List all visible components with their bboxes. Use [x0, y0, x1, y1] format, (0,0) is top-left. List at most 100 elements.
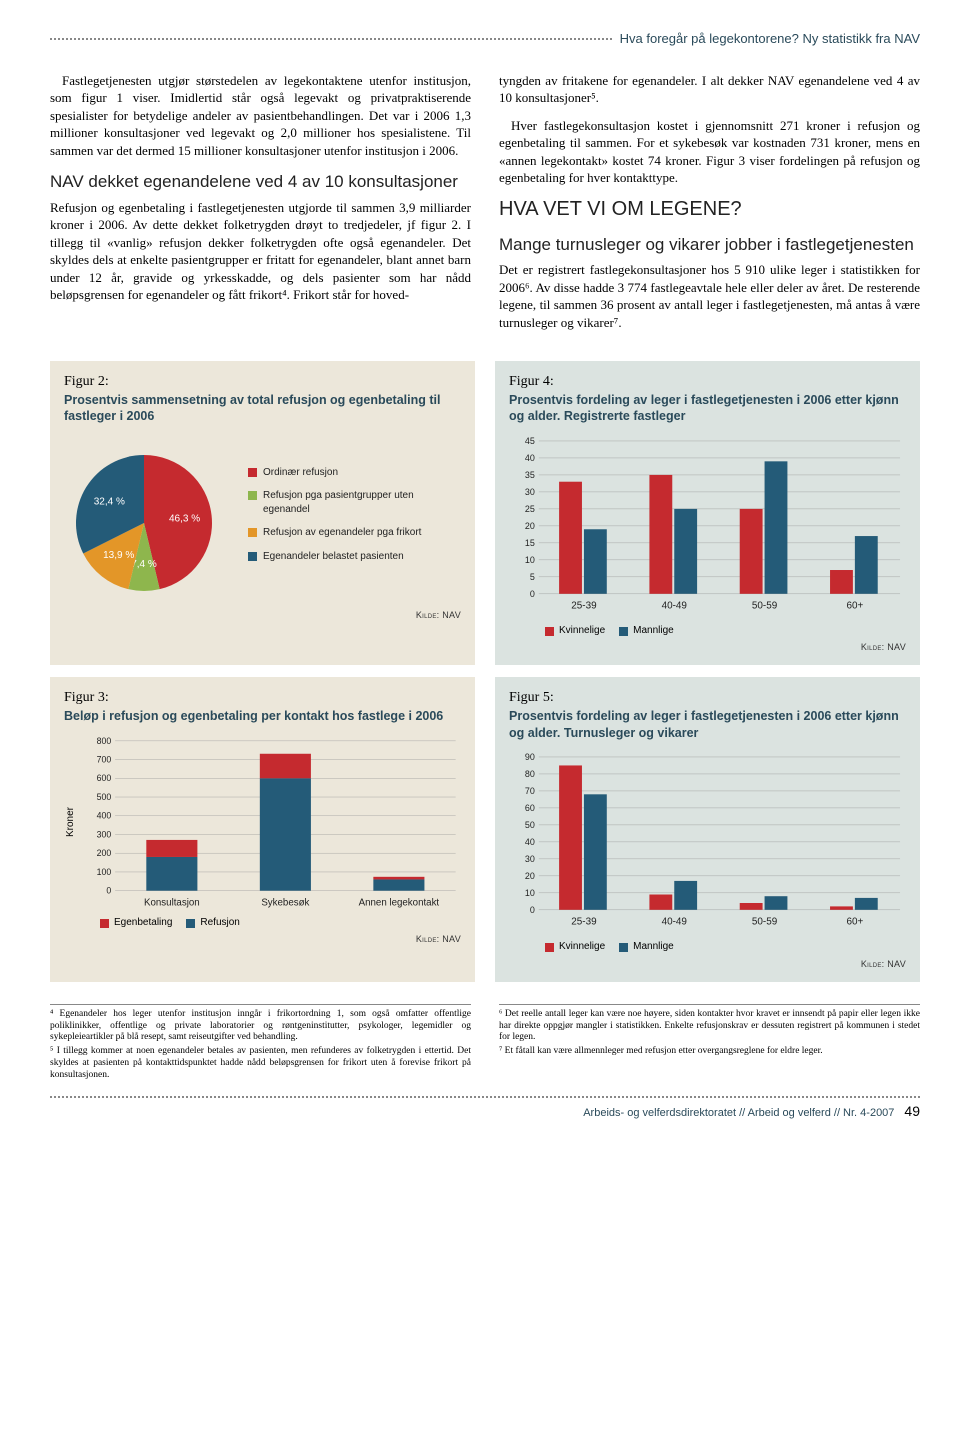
bar — [855, 898, 878, 910]
stacked-bar-chart: 0100200300400500600700800KonsultasjonSyk… — [82, 735, 462, 910]
y-axis-label: Kroner — [64, 807, 78, 837]
svg-text:25: 25 — [525, 504, 535, 514]
svg-text:Konsultasjon: Konsultasjon — [144, 897, 200, 908]
footer-text: Arbeids- og velferdsdirektoratet // Arbe… — [583, 1106, 894, 1121]
legend-swatch — [248, 552, 257, 561]
grouped-bar-chart: 05101520253035404525-3940-4950-5960+ — [509, 435, 906, 614]
body-para: Refusjon og egenbetaling i fastlegetjene… — [50, 199, 471, 304]
svg-text:10: 10 — [525, 888, 535, 898]
svg-text:200: 200 — [96, 848, 111, 858]
svg-text:45: 45 — [525, 436, 535, 446]
svg-text:25-39: 25-39 — [571, 600, 597, 611]
body-columns: Fastlegetjenesten utgjør størstedelen av… — [50, 72, 920, 342]
section-heading: NAV dekket egenandelene ved 4 av 10 kons… — [50, 171, 471, 192]
legend-swatch — [545, 627, 554, 636]
legend-label: Refusjon pga pasientgrupper uten egenand… — [263, 489, 461, 516]
bar — [855, 536, 878, 594]
svg-text:50: 50 — [525, 820, 535, 830]
legend-label: Egenandeler belastet pasienten — [263, 550, 404, 564]
svg-text:100: 100 — [96, 866, 111, 876]
footnote: ⁶ Det reelle antall leger kan være noe h… — [499, 1009, 920, 1045]
legend-item: Egenbetaling — [100, 916, 172, 930]
figure-source: Kilde: NAV — [64, 609, 461, 621]
bar-segment — [373, 879, 424, 890]
body-para: Hver fastlegekonsultasjon kostet i gjenn… — [499, 117, 920, 187]
grouped-bar-chart: 010203040506070809025-3940-4950-5960+ — [509, 751, 906, 930]
svg-text:20: 20 — [525, 520, 535, 530]
svg-text:0: 0 — [106, 885, 111, 895]
legend-label: Refusjon av egenandeler pga frikort — [263, 526, 421, 540]
svg-text:46,3 %: 46,3 % — [169, 513, 200, 524]
left-column: Fastlegetjenesten utgjør størstedelen av… — [50, 72, 471, 342]
bar — [674, 509, 697, 594]
header-title: Hva foregår på legekontorene? Ny statist… — [620, 30, 920, 48]
svg-text:300: 300 — [96, 829, 111, 839]
legend-swatch — [100, 919, 109, 928]
figure-title: Beløp i refusjon og egenbetaling per kon… — [64, 708, 461, 724]
bar-segment — [259, 753, 310, 778]
svg-text:30: 30 — [525, 487, 535, 497]
svg-text:600: 600 — [96, 773, 111, 783]
bar — [559, 765, 582, 909]
svg-text:Sykebesøk: Sykebesøk — [261, 897, 309, 908]
svg-text:60+: 60+ — [846, 917, 863, 928]
page-header: Hva foregår på legekontorene? Ny statist… — [50, 30, 920, 48]
chart-legend: Egenbetaling Refusjon — [100, 916, 461, 930]
figure-label: Figur 4: — [509, 373, 906, 392]
bar-segment — [259, 778, 310, 890]
svg-text:5: 5 — [530, 571, 535, 581]
svg-text:20: 20 — [525, 871, 535, 881]
legend-item: Ordinær refusjon — [248, 466, 461, 480]
legend-item: Refusjon — [186, 916, 239, 930]
figure-grid: Figur 2: Prosentvis sammensetning av tot… — [50, 361, 920, 993]
legend-swatch — [619, 627, 628, 636]
svg-text:0: 0 — [530, 905, 535, 915]
figure-source: Kilde: NAV — [509, 641, 906, 653]
legend-item: Refusjon av egenandeler pga frikort — [248, 526, 461, 540]
legend-swatch — [248, 528, 257, 537]
bar — [740, 903, 763, 910]
legend-label: Egenbetaling — [114, 916, 172, 930]
svg-text:35: 35 — [525, 470, 535, 480]
legend-item: Kvinnelige — [545, 940, 605, 954]
body-para: Det er registrert fastlegekonsultasjoner… — [499, 261, 920, 331]
figure-label: Figur 3: — [64, 689, 461, 708]
legend-label: Mannlige — [633, 940, 674, 954]
svg-text:32,4 %: 32,4 % — [94, 496, 125, 507]
figure-source: Kilde: NAV — [509, 958, 906, 970]
bar — [649, 894, 672, 909]
bar-segment — [146, 857, 197, 891]
bar — [559, 481, 582, 593]
legend-swatch — [248, 468, 257, 477]
legend-label: Ordinær refusjon — [263, 466, 338, 480]
legend-swatch — [186, 919, 195, 928]
bar — [765, 896, 788, 910]
bar — [830, 570, 853, 594]
bar-segment — [146, 840, 197, 857]
svg-text:0: 0 — [530, 588, 535, 598]
bar — [584, 529, 607, 594]
pie-chart: 46,3 %7,4 %13,9 %32,4 % — [64, 435, 234, 605]
bar — [584, 794, 607, 909]
footnotes-left: ⁴ Egenandeler hos leger utenfor institus… — [50, 1004, 471, 1084]
svg-text:700: 700 — [96, 754, 111, 764]
svg-text:70: 70 — [525, 786, 535, 796]
legend-item: Kvinnelige — [545, 624, 605, 638]
legend-item: Mannlige — [619, 940, 674, 954]
figure-title: Prosentvis fordeling av leger i fastlege… — [509, 708, 906, 741]
pie-legend: Ordinær refusjon Refusjon pga pasientgrup… — [248, 466, 461, 574]
bar — [674, 881, 697, 910]
figure-5: Figur 5: Prosentvis fordeling av leger i… — [495, 677, 920, 981]
svg-text:50-59: 50-59 — [752, 917, 778, 928]
svg-text:40: 40 — [525, 837, 535, 847]
svg-text:80: 80 — [525, 769, 535, 779]
section-heading: Mange turnusleger og vikarer jobber i fa… — [499, 234, 920, 255]
figure-4: Figur 4: Prosentvis fordeling av leger i… — [495, 361, 920, 665]
svg-text:13,9 %: 13,9 % — [103, 550, 134, 561]
bar — [765, 461, 788, 593]
legend-label: Kvinnelige — [559, 624, 605, 638]
svg-text:50-59: 50-59 — [752, 600, 778, 611]
legend-label: Mannlige — [633, 624, 674, 638]
svg-text:30: 30 — [525, 854, 535, 864]
footnotes-right: ⁶ Det reelle antall leger kan være noe h… — [499, 1004, 920, 1084]
